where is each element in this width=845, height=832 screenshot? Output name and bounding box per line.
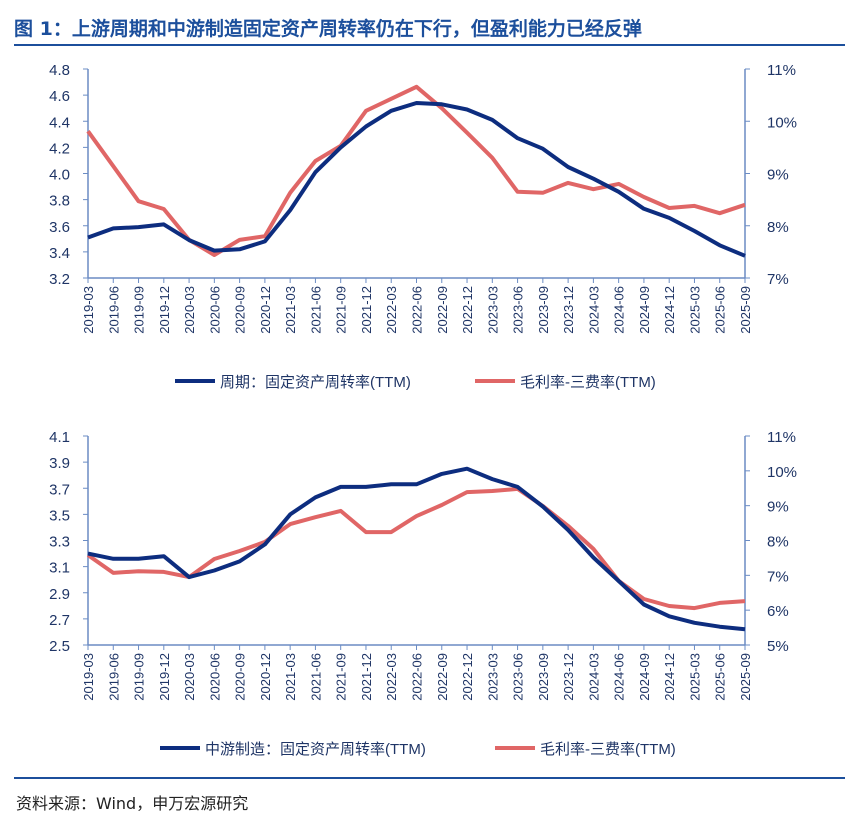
left-tick-label: 2.9	[49, 586, 70, 603]
x-tick-label: 2021-12	[359, 286, 374, 334]
left-tick-label: 2.7	[49, 612, 70, 629]
left-tick-label: 2.5	[49, 638, 70, 655]
x-tick-label: 2020-06	[207, 286, 222, 334]
x-tick-label: 2019-06	[106, 286, 121, 334]
right-tick-label: 11%	[767, 429, 796, 446]
left-tick-label: 3.1	[49, 560, 70, 577]
series-line-margin	[86, 486, 746, 611]
x-tick-label: 2021-03	[283, 286, 298, 334]
left-tick-label: 3.7	[49, 481, 70, 498]
x-tick-label: 2023-12	[561, 286, 576, 334]
x-tick-label: 2020-09	[233, 653, 248, 701]
x-tick-label: 2025-06	[713, 286, 728, 334]
x-tick-label: 2020-03	[182, 653, 197, 701]
x-tick-label: 2019-09	[132, 653, 147, 701]
right-tick-label: 7%	[767, 568, 789, 585]
x-tick-label: 2019-12	[157, 653, 172, 701]
x-tick-label: 2021-12	[359, 653, 374, 701]
left-tick-label: 3.3	[49, 534, 70, 551]
x-tick-label: 2020-12	[258, 653, 273, 701]
x-tick-label: 2023-12	[561, 653, 576, 701]
source-note: 资料来源：Wind，申万宏源研究	[16, 794, 249, 813]
series-line-turnover	[87, 101, 746, 258]
x-tick-label: 2019-03	[81, 653, 96, 701]
x-tick-label: 2021-09	[334, 653, 349, 701]
left-tick-label: 3.5	[49, 507, 70, 524]
x-tick-label: 2022-12	[460, 286, 475, 334]
x-tick-label: 2023-06	[511, 286, 526, 334]
x-tick-label: 2023-06	[511, 653, 526, 701]
series-line-turnover	[87, 466, 746, 632]
x-tick-label: 2022-12	[460, 653, 475, 701]
x-tick-label: 2019-12	[157, 286, 172, 334]
x-tick-label: 2021-09	[334, 286, 349, 334]
chart-1: 3.2 3.4 3.6 3.8 4.0 4.2 4.4 4.6 4.8 7% 8% 9% 10% 11% 2…	[49, 62, 797, 391]
x-tick-label: 2019-06	[106, 653, 121, 701]
left-tick-label: 4.8	[49, 62, 70, 79]
x-tick-label: 2020-03	[182, 286, 197, 334]
x-tick-label: 2022-06	[410, 286, 425, 334]
x-tick-label: 2019-09	[132, 286, 147, 334]
x-tick-label: 2024-06	[612, 653, 627, 701]
x-tick-label: 2024-03	[586, 286, 601, 334]
left-tick-label: 4.1	[49, 429, 70, 446]
legend-label: 毛利率-三费率(TTM)	[520, 374, 656, 391]
x-tick-label: 2020-12	[258, 286, 273, 334]
left-tick-label: 4.2	[49, 140, 70, 157]
legend-label: 毛利率-三费率(TTM)	[540, 741, 676, 758]
x-tick-label: 2024-12	[662, 286, 677, 334]
x-tick-label: 2021-03	[283, 653, 298, 701]
right-tick-label: 7%	[767, 271, 789, 288]
x-tick-label: 2023-03	[485, 286, 500, 334]
x-tick-label: 2025-03	[687, 286, 702, 334]
x-tick-label: 2019-03	[81, 286, 96, 334]
x-tick-label: 2020-09	[233, 286, 248, 334]
right-tick-label: 6%	[767, 603, 789, 620]
title-divider	[14, 44, 845, 46]
right-tick-label: 8%	[767, 219, 789, 236]
right-tick-label: 9%	[767, 167, 789, 184]
right-tick-label: 5%	[767, 638, 789, 655]
x-tick-label: 2022-03	[384, 286, 399, 334]
x-tick-label: 2022-09	[435, 286, 450, 334]
x-tick-label: 2024-06	[612, 286, 627, 334]
x-tick-label: 2020-06	[207, 653, 222, 701]
figure-title: 图 1：上游周期和中游制造固定资产周转率仍在下行，但盈利能力已经反弹	[14, 18, 642, 40]
x-tick-label: 2021-06	[308, 653, 323, 701]
x-tick-label: 2025-06	[713, 653, 728, 701]
left-tick-label: 3.2	[49, 271, 70, 288]
x-tick-label: 2024-12	[662, 653, 677, 701]
left-tick-label: 3.4	[49, 245, 70, 262]
x-tick-label: 2024-09	[637, 286, 652, 334]
x-tick-label: 2022-09	[435, 653, 450, 701]
x-tick-label: 2022-03	[384, 653, 399, 701]
right-tick-label: 8%	[767, 534, 789, 551]
right-tick-label: 10%	[767, 114, 797, 131]
left-tick-label: 3.9	[49, 455, 70, 472]
x-tick-label: 2025-09	[738, 653, 753, 701]
right-tick-label: 9%	[767, 499, 789, 516]
x-tick-label: 2024-03	[586, 653, 601, 701]
right-tick-label: 10%	[767, 464, 797, 481]
x-tick-label: 2025-03	[687, 653, 702, 701]
right-tick-label: 11%	[767, 62, 796, 79]
x-tick-label: 2025-09	[738, 286, 753, 334]
left-tick-label: 4.4	[49, 114, 70, 131]
legend-label: 中游制造：固定资产周转率(TTM)	[205, 741, 426, 758]
legend-label: 周期：固定资产周转率(TTM)	[220, 374, 411, 391]
x-tick-label: 2023-09	[536, 653, 551, 701]
x-tick-label: 2024-09	[637, 653, 652, 701]
x-tick-label: 2023-03	[485, 653, 500, 701]
chart-2: 2.5 2.7 2.9 3.1 3.3 3.5 3.7 3.9 4.1 5% 6% 7% 8% 9% 10%…	[49, 429, 797, 758]
left-tick-label: 4.0	[49, 167, 70, 184]
left-tick-label: 3.8	[49, 193, 70, 210]
x-tick-label: 2021-06	[308, 286, 323, 334]
series-line-margin	[86, 84, 746, 257]
x-tick-label: 2022-06	[410, 653, 425, 701]
left-tick-label: 4.6	[49, 88, 70, 105]
footer-divider	[14, 777, 845, 779]
x-tick-label: 2023-09	[536, 286, 551, 334]
left-tick-label: 3.6	[49, 219, 70, 236]
